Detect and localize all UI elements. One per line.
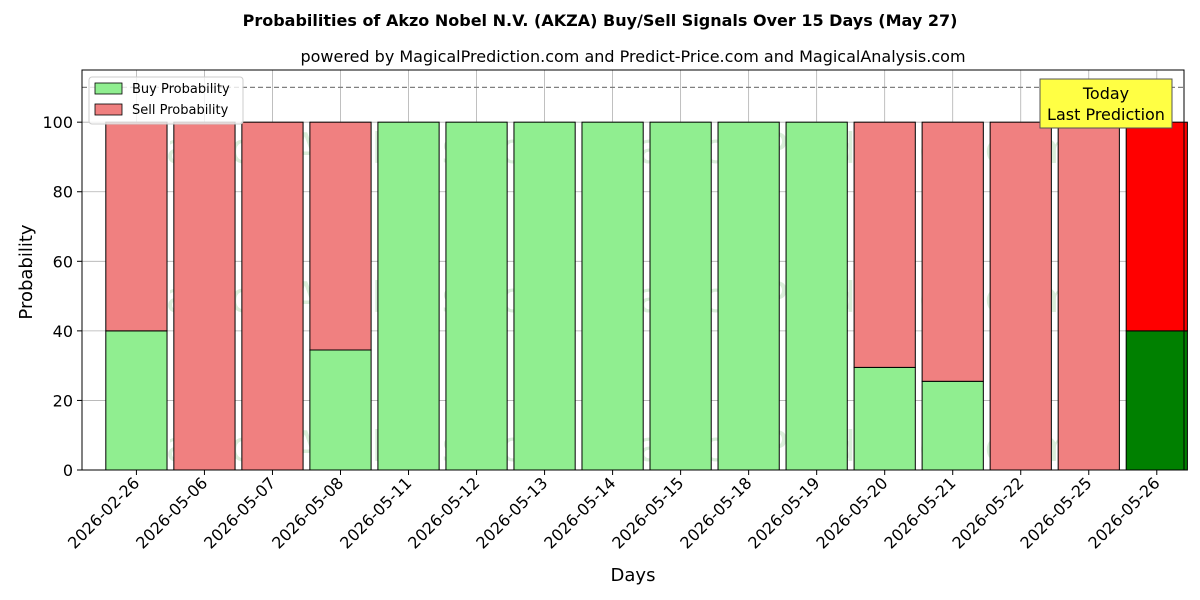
annotation-box: [1039, 78, 1173, 129]
sell-bar: [241, 121, 304, 471]
legend-label: Sell Probability: [132, 103, 229, 118]
buy-bar: [853, 366, 916, 471]
buy-bar: [105, 330, 168, 471]
bars-layer: [82, 86, 1188, 471]
x-tick-label: 2026-05-12: [404, 473, 483, 552]
sell-bar: [853, 121, 916, 368]
chart-subtitle: powered by MagicalPrediction.com and Pre…: [300, 47, 965, 66]
x-tick-label: 2026-05-19: [744, 473, 823, 552]
x-tick-label: 2026-05-20: [812, 473, 891, 552]
x-tick-label: 2026-05-21: [880, 473, 959, 552]
x-tick-label: 2026-05-15: [608, 473, 687, 552]
chart-title: Probabilities of Akzo Nobel N.V. (AKZA) …: [243, 11, 958, 30]
buy-bar: [1125, 330, 1188, 471]
buy-bar: [445, 121, 508, 471]
legend-swatch: [94, 82, 123, 95]
x-tick-label: 2026-05-13: [472, 473, 551, 552]
x-tick-label: 2026-02-26: [64, 473, 143, 552]
y-tick-label: 80: [53, 183, 73, 202]
x-tick-label: 2026-05-08: [268, 473, 347, 552]
x-tick-label: 2026-05-22: [948, 473, 1027, 552]
y-tick-label: 0: [63, 461, 73, 480]
legend-label: Buy Probability: [132, 82, 230, 97]
x-tick-label: 2026-05-06: [132, 473, 211, 552]
x-tick-label: 2026-05-26: [1084, 473, 1163, 552]
plot-frame: [81, 69, 1185, 471]
buy-bar: [717, 121, 780, 471]
y-tick-label: 100: [42, 113, 73, 132]
legend-box: [88, 76, 244, 125]
y-tick-label: 40: [53, 322, 73, 341]
sell-bar: [173, 121, 236, 471]
y-tick-label: 20: [53, 391, 73, 410]
sell-bar: [309, 121, 372, 351]
x-axis-label: Days: [611, 565, 656, 586]
today-annotation: Today Last Prediction: [1039, 78, 1173, 129]
buy-bar: [785, 121, 848, 471]
sell-bar: [1057, 121, 1120, 471]
buy-bar: [921, 380, 984, 471]
x-tick-label: 2026-05-07: [200, 473, 279, 552]
sell-bar: [921, 121, 984, 382]
buy-bar: [377, 121, 440, 471]
x-tick-label: 2026-05-11: [336, 473, 415, 552]
x-tick-label: 2026-05-18: [676, 473, 755, 552]
annotation-line2: Last Prediction: [1047, 105, 1165, 124]
buy-bar: [309, 349, 372, 471]
y-axis-label: Probability: [16, 224, 37, 319]
y-tick-label: 60: [53, 252, 73, 271]
buy-bar: [649, 121, 712, 471]
sell-bar: [105, 121, 168, 332]
annotation-line1: Today: [1082, 84, 1129, 103]
sell-bar: [989, 121, 1052, 471]
legend-swatch: [94, 103, 123, 116]
x-tick-label: 2026-05-14: [540, 473, 619, 552]
x-tick-label: 2026-05-25: [1016, 473, 1095, 552]
sell-bar: [1125, 121, 1188, 332]
buy-bar: [581, 121, 644, 471]
legend: Buy Probability Sell Probability: [88, 76, 244, 125]
buy-bar: [513, 121, 576, 471]
